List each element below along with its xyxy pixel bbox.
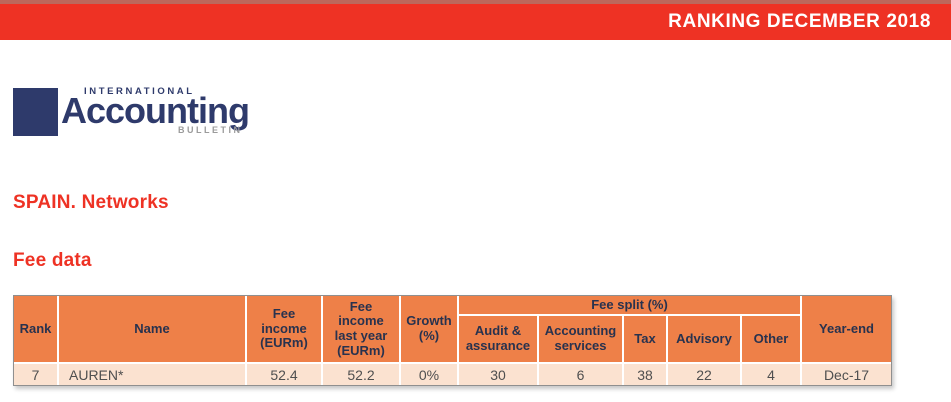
banner-accent-strip bbox=[0, 0, 951, 4]
column-header-growth: Growth (%) bbox=[400, 296, 459, 364]
fee-data-table: Rank Name Fee income (EURm) Fee income l… bbox=[13, 295, 892, 386]
fee-data-title: Fee data bbox=[13, 250, 92, 271]
column-group-header-fee-split: Fee split (%) bbox=[458, 296, 803, 316]
cell-rank: 7 bbox=[14, 363, 59, 385]
cell-name: AUREN* bbox=[58, 363, 247, 385]
column-header-audit-assurance: Audit & assurance bbox=[458, 315, 539, 364]
cell-accounting-services: 6 bbox=[538, 363, 624, 385]
table-header-sub-row: Audit & assurance Accounting services Ta… bbox=[14, 315, 891, 364]
logo-international-label: INTERNATIONAL bbox=[84, 86, 195, 97]
ranking-banner: RANKING DECEMBER 2018 bbox=[0, 0, 951, 40]
column-header-fee-income: Fee income (EURm) bbox=[246, 296, 323, 364]
column-header-year-end: Year-end bbox=[801, 296, 892, 364]
column-header-other: Other bbox=[741, 315, 803, 364]
ranking-banner-title: RANKING DECEMBER 2018 bbox=[668, 10, 931, 32]
region-section-title: SPAIN. Networks bbox=[13, 192, 169, 213]
cell-audit-assurance: 30 bbox=[458, 363, 539, 385]
table-row: 7 AUREN* 52.4 52.2 0% 30 6 38 22 4 Dec-1… bbox=[14, 363, 892, 385]
column-header-name: Name bbox=[58, 296, 247, 364]
logo-square bbox=[13, 88, 58, 136]
cell-fee-income: 52.4 bbox=[246, 363, 323, 385]
logo-accounting-label: Accounting bbox=[61, 90, 250, 131]
cell-fee-income-last-year: 52.2 bbox=[322, 363, 401, 385]
cell-year-end: Dec-17 bbox=[801, 363, 892, 385]
logo-bulletin-label: BULLETIN bbox=[178, 125, 243, 135]
column-header-accounting-services: Accounting services bbox=[538, 315, 624, 364]
cell-growth: 0% bbox=[400, 363, 459, 385]
column-header-rank: Rank bbox=[14, 296, 59, 364]
cell-tax: 38 bbox=[623, 363, 668, 385]
column-header-advisory: Advisory bbox=[667, 315, 742, 364]
cell-other: 4 bbox=[741, 363, 803, 385]
table-header-group-row: Rank Name Fee income (EURm) Fee income l… bbox=[14, 296, 892, 364]
column-header-fee-income-last-year: Fee income last year (EURm) bbox=[322, 296, 401, 364]
column-header-tax: Tax bbox=[623, 315, 668, 364]
cell-advisory: 22 bbox=[667, 363, 742, 385]
international-accounting-bulletin-logo: INTERNATIONAL Accounting BULLETIN bbox=[13, 86, 273, 140]
